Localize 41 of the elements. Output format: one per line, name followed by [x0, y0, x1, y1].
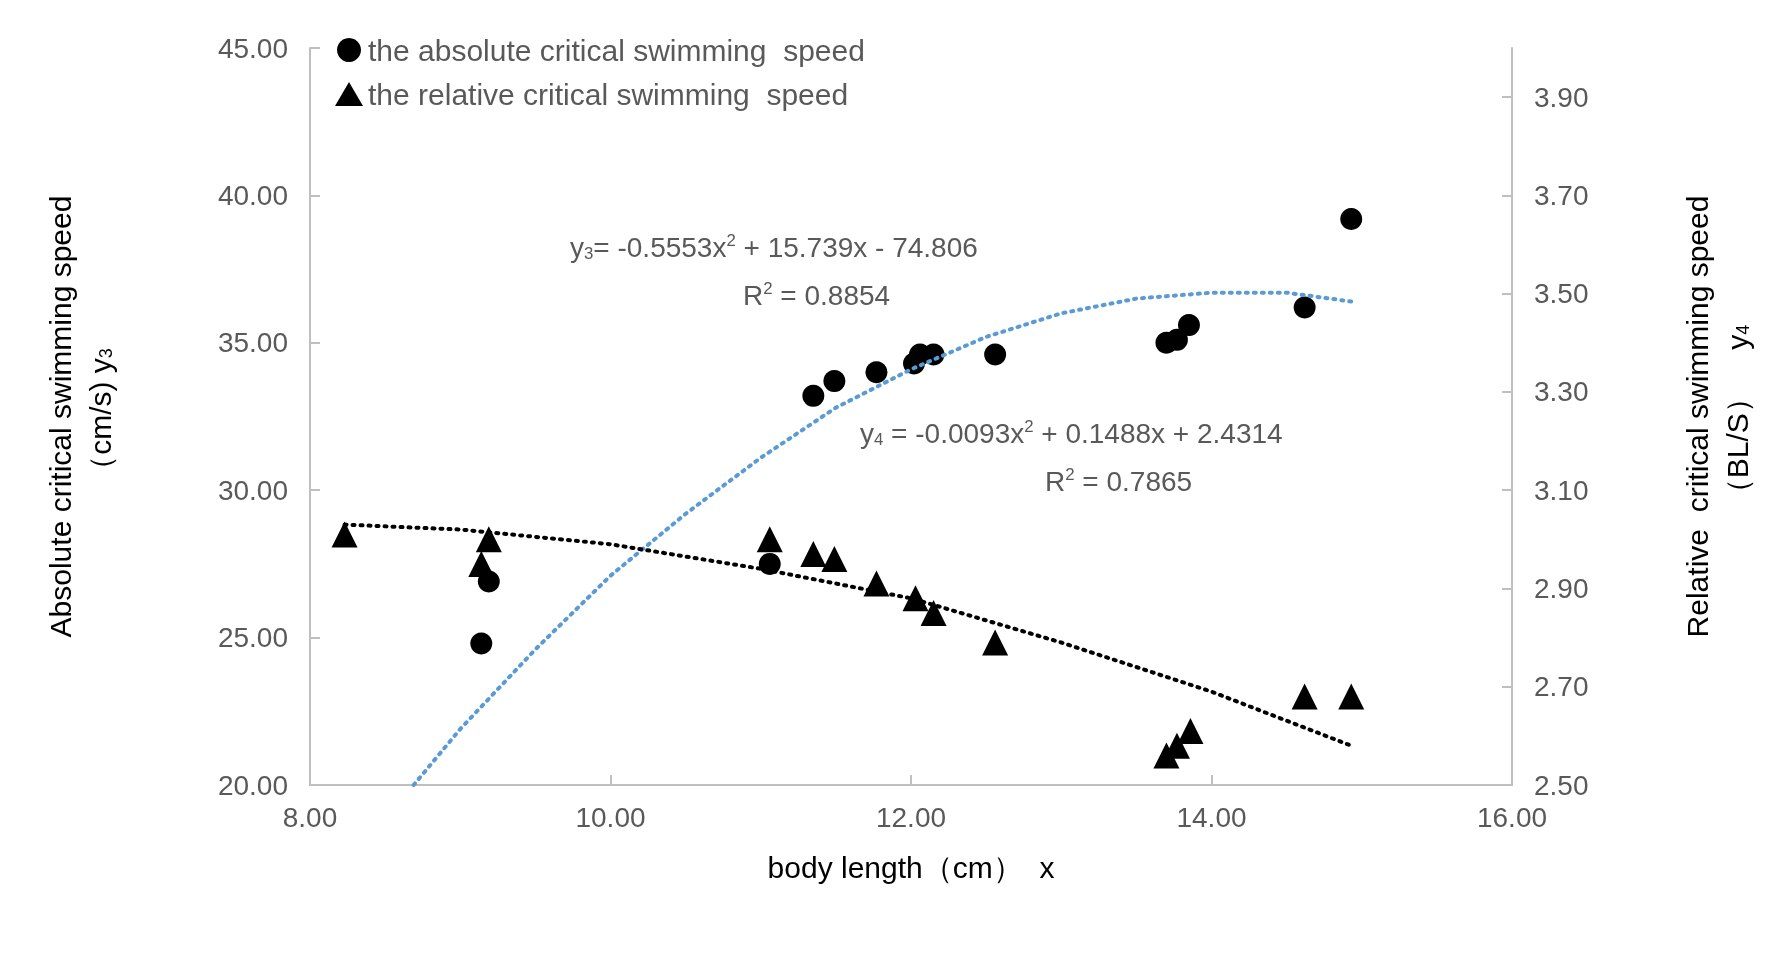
x-tick-label: 14.00 [1176, 801, 1247, 833]
y2-tick-label: 3.90 [1534, 81, 1589, 113]
point [920, 600, 947, 627]
x-tick-label: 10.00 [575, 801, 646, 833]
x-axis-title: body length（cm） x [767, 850, 1055, 884]
point [821, 545, 848, 572]
point [1291, 683, 1318, 710]
point [1177, 314, 1200, 337]
point [1293, 296, 1316, 319]
x-tick-label: 12.00 [875, 801, 947, 833]
point [802, 384, 825, 407]
y2-tick-label: 3.50 [1534, 278, 1589, 310]
point [800, 541, 827, 568]
point [756, 526, 783, 553]
y2-tick-label: 2.70 [1534, 671, 1589, 703]
x-tick-label: 8.00 [282, 801, 338, 833]
y2-tick-label: 3.10 [1534, 474, 1589, 506]
point [470, 632, 493, 655]
point [823, 370, 846, 393]
y-tick-label: 25.00 [217, 622, 288, 654]
point [1177, 717, 1204, 744]
point [331, 521, 358, 548]
point [1340, 207, 1363, 230]
y-tick-label: 30.00 [217, 474, 288, 506]
y-tick-label: 45.00 [217, 32, 288, 64]
point [984, 343, 1007, 366]
legend-label: the absolute critical swimming speed [368, 33, 865, 67]
y-tick-label: 20.00 [217, 769, 288, 801]
point [865, 361, 888, 384]
point [468, 550, 495, 577]
y2-tick-label: 2.50 [1534, 769, 1589, 801]
y2-tick-label: 2.90 [1534, 572, 1589, 604]
y2-tick-label: 3.70 [1534, 179, 1589, 211]
x-tick-label: 16.00 [1476, 801, 1548, 833]
point [1338, 683, 1365, 710]
legend-label: the relative critical swimming speed [368, 77, 849, 111]
y2-tick-label: 3.30 [1534, 376, 1589, 408]
point [982, 629, 1009, 656]
point [475, 526, 502, 553]
y-tick-label: 40.00 [217, 179, 288, 211]
y-tick-label: 35.00 [217, 327, 288, 359]
